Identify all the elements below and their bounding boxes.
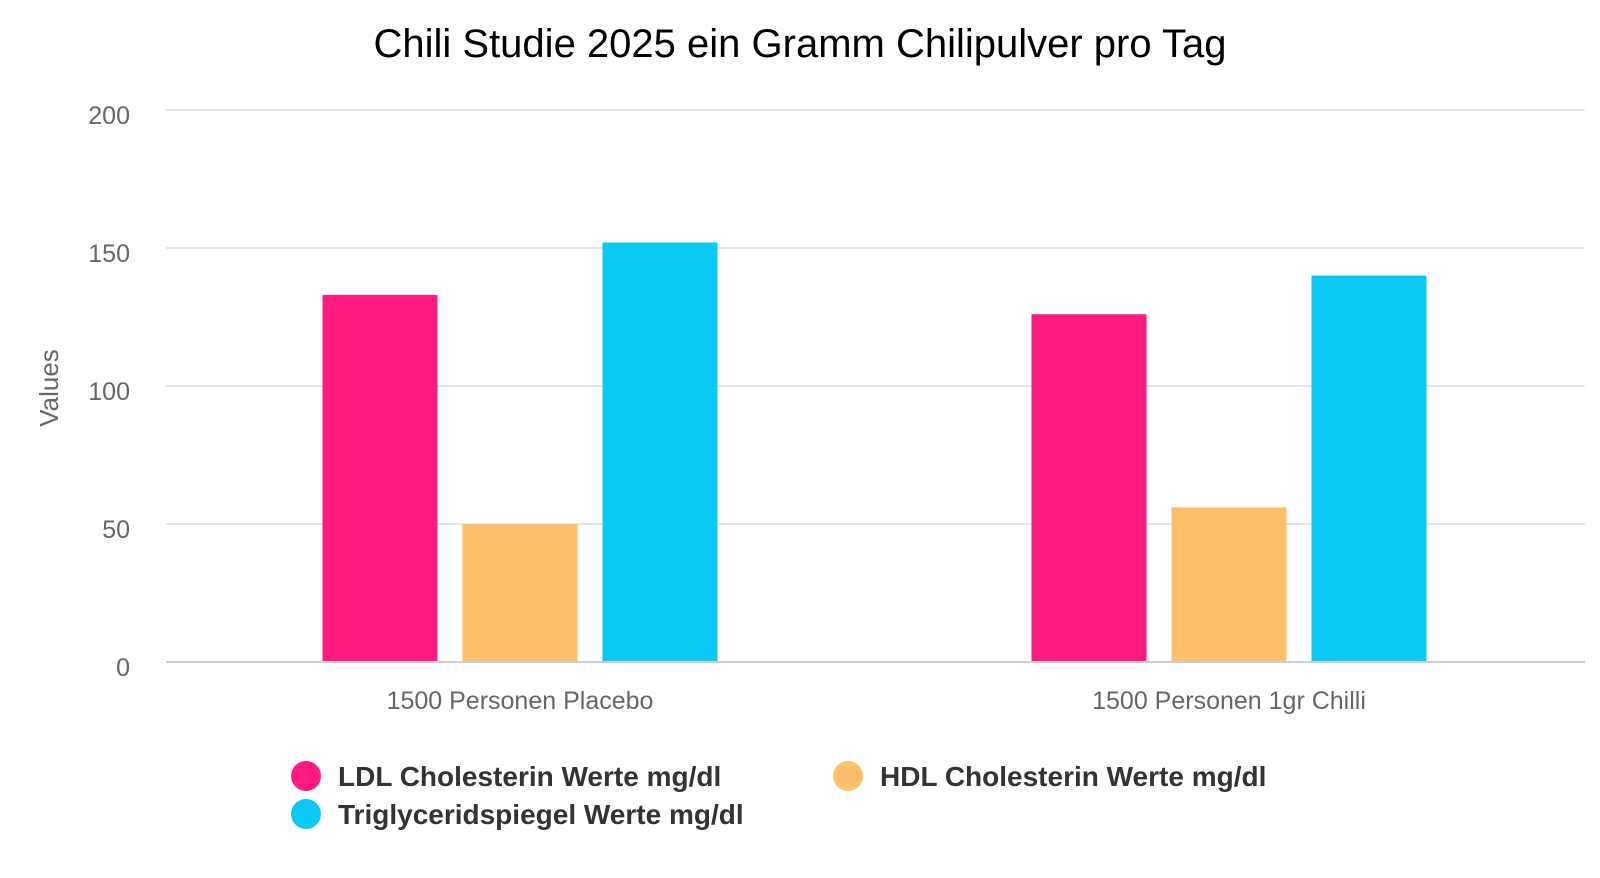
bar-triglyceride-placebo[interactable]	[602, 242, 718, 663]
legend-label: Triglyceridspiegel Werte mg/dl	[338, 799, 744, 830]
legend: LDL Cholesterin Werte mg/dl HDL Choleste…	[291, 761, 1266, 830]
y-tick-label: 0	[116, 654, 130, 682]
bar-hdl-placebo[interactable]	[462, 524, 578, 662]
y-tick-label: 50	[102, 516, 130, 544]
x-category-label: 1500 Personen 1gr Chilli	[1092, 687, 1366, 715]
y-axis-label: Values	[34, 349, 64, 427]
bar-triglyceride-chilli[interactable]	[1311, 275, 1427, 662]
chart-title: Chili Studie 2025 ein Gramm Chilipulver …	[373, 22, 1226, 66]
y-axis-ticks: 200 150 100 50 0	[88, 102, 130, 682]
bar-ldl-chilli[interactable]	[1031, 314, 1147, 662]
legend-label: HDL Cholesterin Werte mg/dl	[880, 761, 1266, 792]
legend-item-triglyceride[interactable]: Triglyceridspiegel Werte mg/dl	[291, 799, 744, 830]
legend-swatch	[833, 761, 863, 791]
legend-swatch	[291, 761, 321, 791]
bars	[322, 242, 1427, 663]
legend-swatch	[291, 799, 321, 829]
legend-label: LDL Cholesterin Werte mg/dl	[338, 761, 721, 792]
bar-hdl-chilli[interactable]	[1171, 507, 1287, 662]
x-category-label: 1500 Personen Placebo	[387, 687, 654, 715]
y-tick-label: 200	[88, 102, 130, 130]
bar-ldl-placebo[interactable]	[322, 294, 438, 662]
y-tick-label: 100	[88, 378, 130, 406]
legend-item-hdl[interactable]: HDL Cholesterin Werte mg/dl	[833, 761, 1266, 792]
y-tick-label: 150	[88, 240, 130, 268]
legend-item-ldl[interactable]: LDL Cholesterin Werte mg/dl	[291, 761, 721, 792]
